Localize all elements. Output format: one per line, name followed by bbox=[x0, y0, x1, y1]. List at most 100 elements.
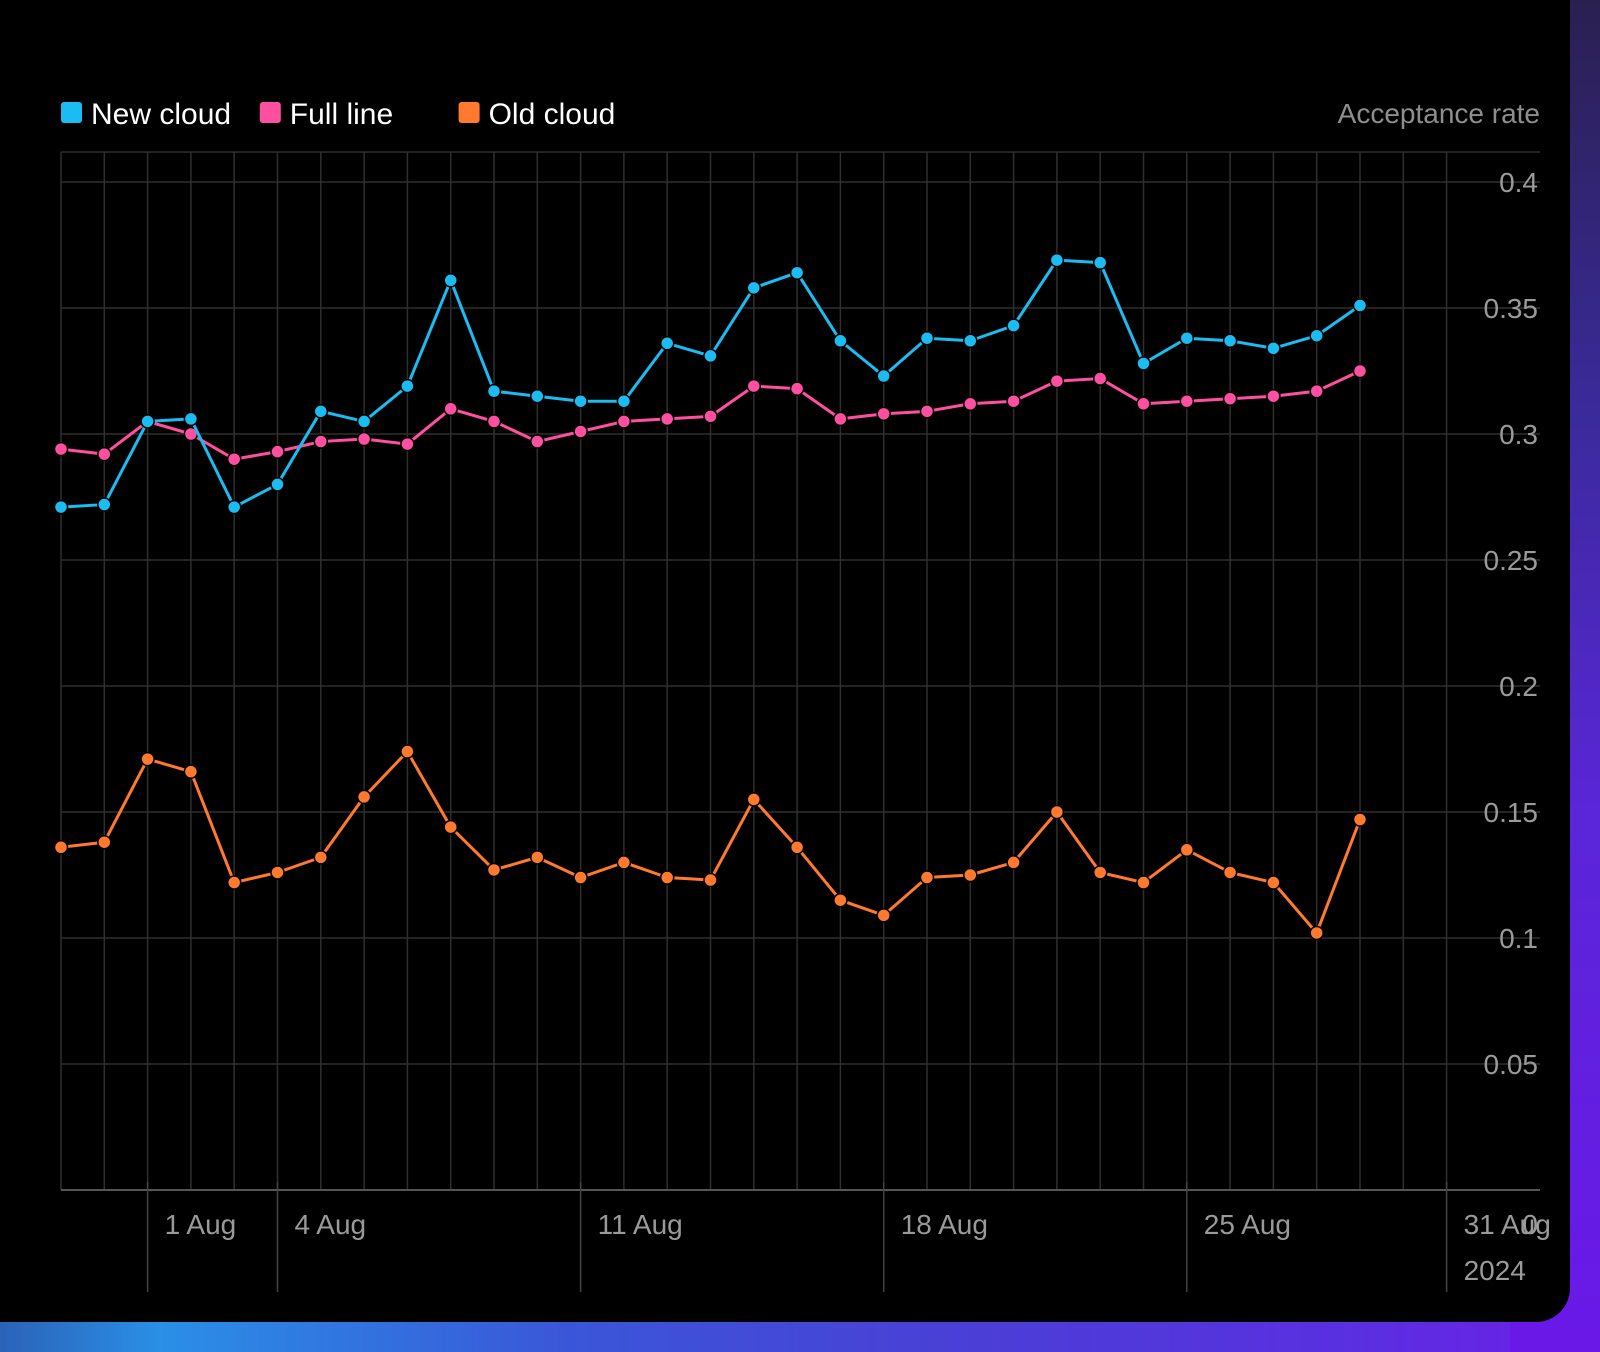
data-point bbox=[616, 414, 632, 429]
chart-card: Acceptance rate New cloud Full line Old cl… bbox=[0, 0, 1570, 1322]
data-point bbox=[789, 265, 805, 280]
data-point bbox=[313, 434, 329, 449]
data-point bbox=[876, 368, 891, 384]
data-point bbox=[53, 840, 69, 855]
data-point bbox=[530, 434, 545, 449]
legend-label: New cloud bbox=[91, 98, 231, 131]
data-point bbox=[226, 499, 242, 515]
y-tick-label: 0.4 bbox=[1499, 167, 1538, 198]
data-point bbox=[833, 411, 848, 427]
data-point bbox=[97, 446, 112, 462]
data-point bbox=[356, 414, 372, 429]
data-point bbox=[1222, 391, 1238, 406]
data-point bbox=[963, 396, 978, 412]
data-point bbox=[963, 333, 978, 349]
data-point bbox=[1006, 855, 1021, 870]
data-point bbox=[573, 870, 588, 885]
data-point bbox=[400, 744, 415, 759]
data-point bbox=[400, 436, 415, 452]
data-point bbox=[1136, 875, 1151, 890]
line-chart: Acceptance rate New cloud Full line Old cl… bbox=[53, 98, 1551, 1292]
series bbox=[53, 252, 1368, 941]
y-tick-label: 0.3 bbox=[1499, 419, 1538, 450]
data-point bbox=[356, 431, 372, 447]
grid bbox=[60, 151, 1540, 1191]
legend: Acceptance rate New cloud Full line Old cl… bbox=[61, 98, 1540, 131]
data-point bbox=[573, 424, 588, 439]
data-point bbox=[876, 406, 891, 422]
data-point bbox=[1179, 842, 1195, 858]
y-axis-title: Acceptance rate bbox=[1338, 98, 1540, 129]
data-point bbox=[1309, 383, 1324, 399]
data-point bbox=[443, 401, 458, 417]
data-point bbox=[530, 850, 545, 865]
data-point bbox=[53, 499, 69, 515]
data-point bbox=[1222, 865, 1238, 880]
data-point bbox=[1266, 341, 1281, 356]
data-point bbox=[1266, 875, 1281, 890]
data-point bbox=[140, 414, 155, 429]
data-point bbox=[1222, 333, 1238, 349]
data-point bbox=[919, 330, 935, 346]
data-point bbox=[1136, 356, 1151, 371]
data-point bbox=[313, 404, 329, 419]
y-tick-label: 0.2 bbox=[1499, 671, 1538, 702]
data-point bbox=[97, 497, 112, 512]
legend-swatch bbox=[458, 102, 480, 123]
data-point bbox=[53, 441, 69, 457]
data-point bbox=[1049, 252, 1065, 268]
x-tick-label: 25 Aug bbox=[1204, 1209, 1291, 1240]
y-tick-label: 0.05 bbox=[1484, 1049, 1539, 1080]
data-point bbox=[616, 855, 632, 870]
data-point bbox=[1136, 396, 1151, 412]
data-point bbox=[1309, 925, 1324, 941]
legend-swatch bbox=[61, 102, 82, 123]
legend-label: Old cloud bbox=[489, 98, 616, 131]
data-point bbox=[270, 444, 285, 459]
data-point bbox=[659, 870, 675, 885]
legend-label: Full line bbox=[290, 98, 393, 131]
legend-swatch bbox=[259, 102, 281, 123]
data-point bbox=[573, 393, 588, 409]
data-point bbox=[1006, 393, 1021, 409]
data-point bbox=[703, 409, 718, 424]
data-point bbox=[486, 414, 502, 429]
data-point bbox=[919, 404, 935, 419]
data-point bbox=[226, 875, 242, 890]
data-point bbox=[1352, 363, 1368, 379]
data-point bbox=[1352, 812, 1368, 827]
data-point bbox=[746, 378, 762, 394]
data-point bbox=[1266, 388, 1281, 404]
data-point bbox=[789, 381, 805, 396]
data-point bbox=[443, 819, 458, 835]
data-point bbox=[1006, 318, 1021, 333]
x-tick-label: 11 Aug bbox=[598, 1209, 683, 1240]
data-point bbox=[833, 892, 848, 908]
data-point bbox=[530, 388, 545, 404]
data-point bbox=[486, 383, 502, 399]
data-point bbox=[270, 477, 285, 492]
data-point bbox=[313, 850, 329, 865]
data-point bbox=[876, 908, 891, 923]
x-tick-label: 31 Aug bbox=[1464, 1209, 1551, 1240]
y-tick-label: 0.1 bbox=[1499, 923, 1538, 954]
data-point bbox=[1092, 865, 1108, 880]
data-point bbox=[703, 872, 718, 888]
y-tick-label: 0.15 bbox=[1484, 797, 1539, 828]
data-point bbox=[703, 348, 718, 364]
data-point bbox=[270, 865, 285, 880]
data-point bbox=[789, 840, 805, 855]
data-point bbox=[746, 792, 762, 807]
y-tick-label: 0.35 bbox=[1484, 293, 1539, 324]
data-point bbox=[226, 451, 242, 467]
data-point bbox=[486, 862, 502, 878]
data-point bbox=[1179, 330, 1195, 346]
y-tick-label: 0 bbox=[1522, 1209, 1538, 1240]
data-point bbox=[443, 273, 458, 288]
x-tick-label: 18 Aug bbox=[901, 1209, 988, 1240]
data-point bbox=[183, 411, 199, 427]
y-axis-ticks: 0.4 0.35 0.3 0.25 0.2 0.15 0.1 0.05 0 bbox=[1484, 167, 1539, 1240]
y-tick-label: 0.25 bbox=[1484, 545, 1539, 576]
data-point bbox=[1352, 298, 1368, 313]
data-point bbox=[1309, 328, 1324, 343]
